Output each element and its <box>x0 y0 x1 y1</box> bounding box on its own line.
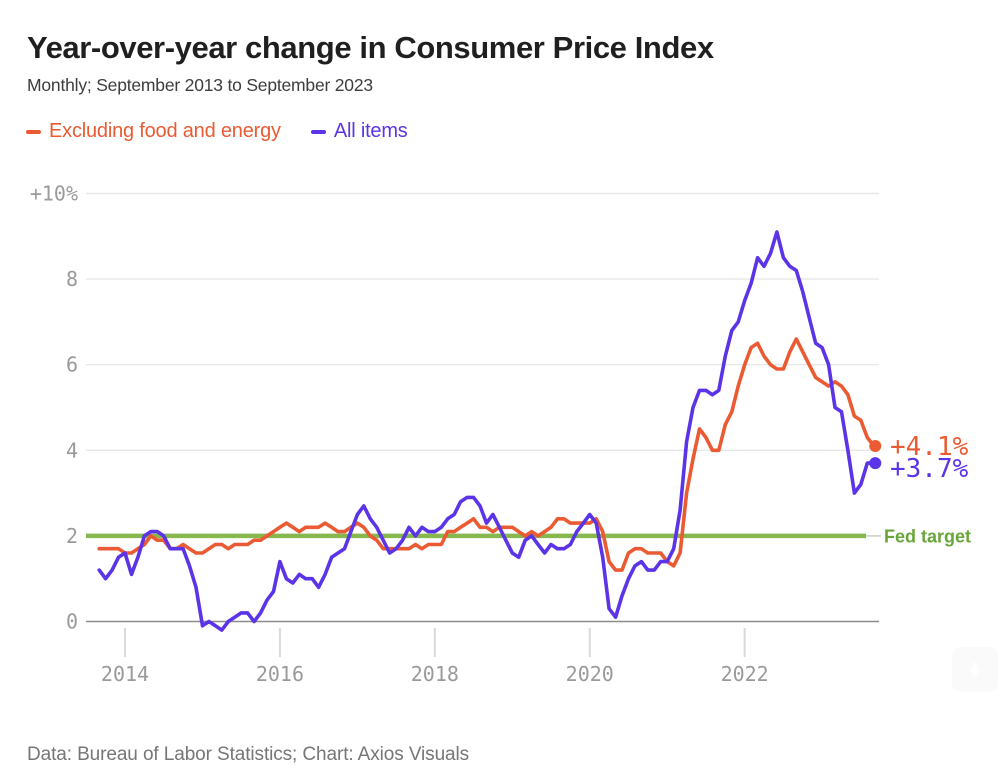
page-title: Year-over-year change in Consumer Price … <box>27 29 714 65</box>
y-axis-label: 2 <box>66 524 78 548</box>
fed-target-label: Fed target <box>884 526 971 546</box>
legend-label-all-items: All items <box>333 120 408 142</box>
x-axis-label: 2022 <box>721 662 769 686</box>
series-end-value-label: +3.7% <box>890 454 969 484</box>
legend: Excluding food and energy All items <box>26 120 408 143</box>
legend-label-core: Excluding food and energy <box>49 120 281 142</box>
source-credit: Data: Bureau of Labor Statistics; Chart:… <box>27 744 470 765</box>
chart-subtitle: Monthly; September 2013 to September 202… <box>27 75 373 95</box>
y-axis-label: 0 <box>66 610 78 634</box>
line-swatch-icon <box>310 129 326 134</box>
legend-item-core: Excluding food and energy <box>26 120 281 143</box>
series-end-dot <box>869 457 882 470</box>
y-axis-label: +10% <box>30 182 78 206</box>
y-axis-label: 8 <box>66 267 78 291</box>
x-axis-label: 2018 <box>411 662 459 686</box>
series-line-core <box>97 337 876 572</box>
download-button[interactable] <box>952 647 998 692</box>
download-arrow-icon <box>969 662 981 677</box>
series-end-value-label: +4.1% <box>890 432 969 462</box>
x-axis-label: 2020 <box>566 662 614 686</box>
series-end-dot <box>869 440 882 453</box>
line-swatch-icon <box>26 129 41 134</box>
x-axis-label: 2014 <box>101 662 149 686</box>
y-axis-label: 6 <box>66 353 78 377</box>
series-line-all-items <box>97 230 876 632</box>
legend-item-all-items: All items <box>310 120 408 143</box>
y-axis-label: 4 <box>66 438 78 462</box>
x-axis-label: 2016 <box>256 662 304 686</box>
